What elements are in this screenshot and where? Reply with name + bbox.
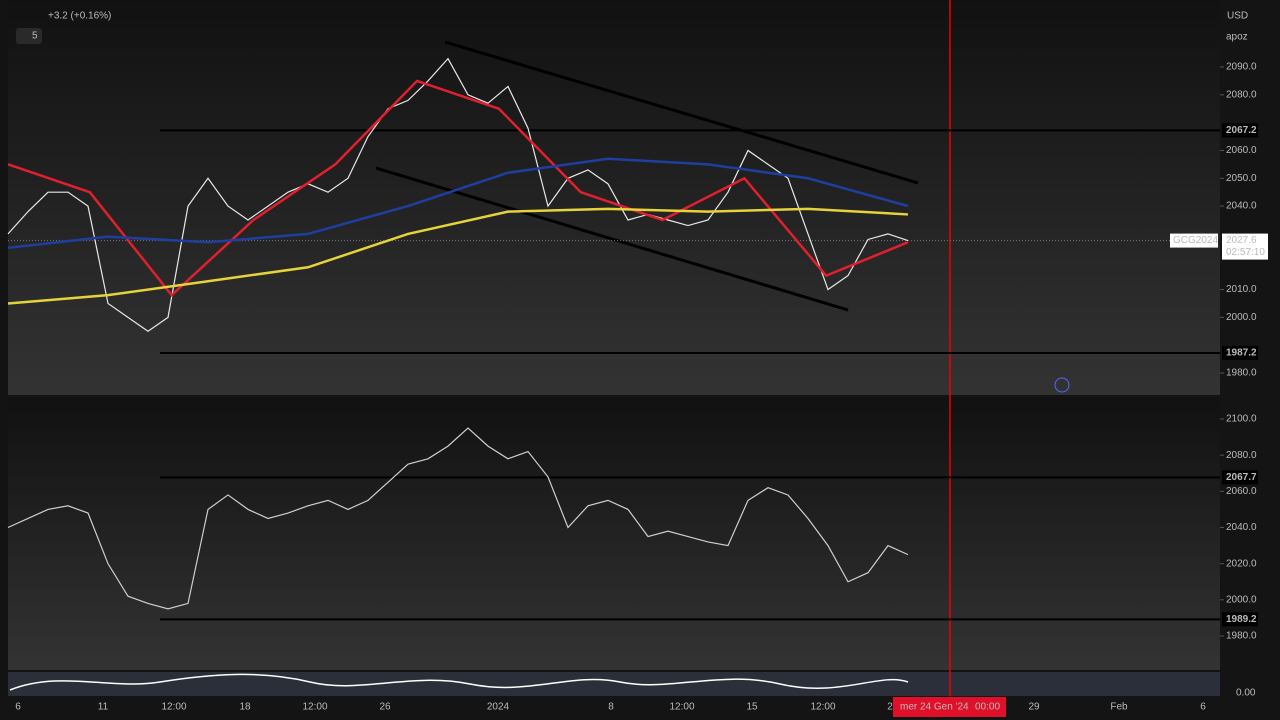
cursor-box <box>893 697 1006 717</box>
y-tick-label: 2040.0 <box>1226 201 1257 212</box>
level-label: 2067.2 <box>1226 125 1257 136</box>
y-tick-label: 2020.0 <box>1226 558 1257 569</box>
last-box <box>1222 233 1268 260</box>
y-tick-label: 2050.0 <box>1226 173 1257 184</box>
level-label: 1987.2 <box>1226 348 1257 359</box>
time-label: 18 <box>239 702 251 713</box>
time-label: 26 <box>379 702 391 713</box>
oscillator <box>9 673 909 691</box>
level-label: 1989.2 <box>1226 614 1257 625</box>
series-line <box>7 157 909 250</box>
time-label: 6 <box>1200 702 1206 713</box>
y-tick-label: 2080.0 <box>1226 89 1257 100</box>
level-box <box>1222 612 1258 627</box>
time-label: 12:00 <box>669 702 694 713</box>
pane-top <box>8 0 1220 395</box>
time-label: 12:00 <box>161 702 186 713</box>
level-box <box>1222 123 1258 138</box>
symbol: GCG2024 <box>1173 235 1218 246</box>
y-tick-label: 2010.0 <box>1226 284 1257 295</box>
y-tick-label: 1980.0 <box>1226 368 1257 379</box>
level-label: 2067.7 <box>1226 472 1257 483</box>
series-line <box>7 427 909 610</box>
y-tick-label: 1980.0 <box>1226 631 1257 642</box>
account[interactable]: apoz <box>1226 32 1248 43</box>
time-label: 12:00 <box>810 702 835 713</box>
time-label: 2024 <box>487 702 510 713</box>
time-label: Feb <box>1110 702 1128 713</box>
time-label: 2 <box>887 702 893 713</box>
countdown: 02:57:10 <box>1226 247 1265 258</box>
time-label: 8 <box>608 702 614 713</box>
time-label: 12:00 <box>302 702 327 713</box>
goto-button[interactable] <box>1054 377 1070 393</box>
interval-box[interactable] <box>16 28 42 44</box>
indicator-value: 0.00 <box>1236 688 1256 699</box>
y-tick-label: 2060.0 <box>1226 145 1257 156</box>
y-tick-label: 2060.0 <box>1226 486 1257 497</box>
y-tick-label: 2000.0 <box>1226 312 1257 323</box>
last-price: 2027.6 <box>1226 235 1257 246</box>
change: +3.2 (+0.16%) <box>48 11 111 22</box>
pane-bottom <box>8 398 1220 670</box>
y-tick-label: 2040.0 <box>1226 522 1257 533</box>
y-tick-label: 2080.0 <box>1226 450 1257 461</box>
interval: 5 <box>32 31 38 42</box>
time-label: 15 <box>746 702 758 713</box>
time-axis <box>0 696 1280 720</box>
level-box <box>1222 345 1258 360</box>
cursor-date: mer 24 Gen '24 <box>900 702 969 713</box>
y-tick-label: 2090.0 <box>1226 62 1257 73</box>
series-line <box>7 207 909 305</box>
channel-line <box>444 40 919 185</box>
pane-indicator <box>8 672 1220 696</box>
currency[interactable]: USD <box>1227 11 1248 22</box>
time-label: 11 <box>98 702 109 713</box>
y-tick-label: 2000.0 <box>1226 594 1257 605</box>
cursor-time: 00:00 <box>975 702 1000 713</box>
symbol-box <box>1170 233 1218 248</box>
time-label: 6 <box>15 702 21 713</box>
price-axis <box>1220 0 1280 720</box>
series-line <box>7 79 909 297</box>
y-tick-label: 2100.0 <box>1226 414 1257 425</box>
level-box <box>1222 470 1258 485</box>
series-line <box>7 57 909 333</box>
time-label: 29 <box>1028 702 1040 713</box>
